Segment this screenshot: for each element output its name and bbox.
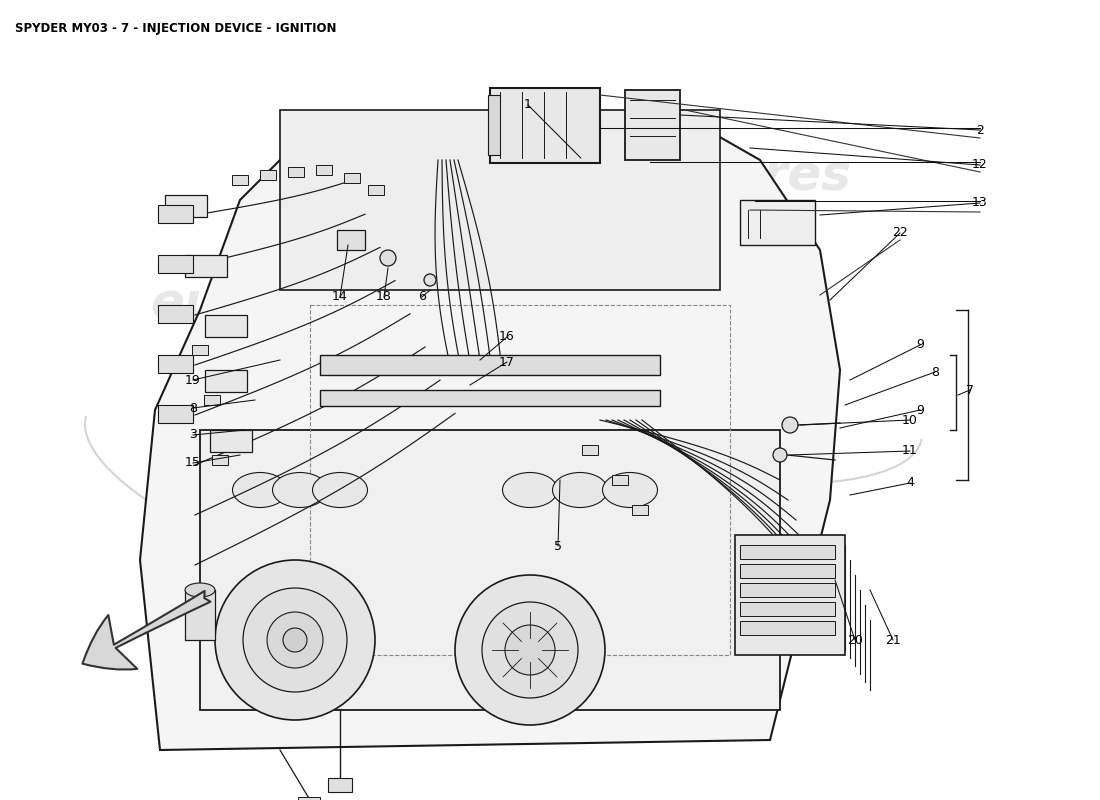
Text: 10: 10 [902,414,917,426]
Text: 8: 8 [931,366,939,378]
Bar [210,430,252,452]
Bar [490,88,600,163]
Text: 19: 19 [185,374,201,386]
Circle shape [379,250,396,266]
Bar [320,355,660,375]
Ellipse shape [273,473,328,507]
Bar [158,355,192,373]
Bar [310,305,730,655]
Bar [280,110,720,290]
Text: 22: 22 [892,226,907,239]
Bar [740,545,835,559]
Bar [740,200,815,245]
Bar [632,505,648,515]
Text: 5: 5 [554,539,562,553]
Bar [740,621,835,635]
Bar [298,797,320,800]
Ellipse shape [312,473,367,507]
Bar [165,195,207,217]
Bar [328,778,352,792]
Bar [205,370,248,392]
Bar [185,255,227,277]
Circle shape [283,628,307,652]
Bar [260,170,276,180]
Circle shape [455,575,605,725]
Ellipse shape [503,473,558,507]
Text: 16: 16 [499,330,515,343]
Bar [192,345,208,355]
Bar [740,583,835,597]
Text: 8: 8 [189,402,197,414]
Text: 1: 1 [524,98,532,111]
Text: 18: 18 [376,290,392,303]
Bar [204,395,220,405]
Text: 9: 9 [916,403,924,417]
Bar [212,455,228,465]
Ellipse shape [603,473,658,507]
Bar [205,315,248,337]
Text: 4: 4 [906,477,914,490]
Text: 21: 21 [886,634,901,646]
Text: 12: 12 [972,158,988,171]
Bar [316,165,332,175]
Bar [625,90,680,160]
Text: 15: 15 [185,457,201,470]
Text: 14: 14 [332,290,348,303]
Bar [344,173,360,183]
Text: 6: 6 [418,290,426,303]
Bar [158,255,192,273]
Bar [158,305,192,323]
Bar [368,185,384,195]
Text: 11: 11 [902,445,917,458]
Circle shape [773,448,786,462]
Circle shape [505,625,556,675]
Text: 13: 13 [972,197,988,210]
Bar [740,602,835,616]
Ellipse shape [552,473,607,507]
Bar [185,590,214,640]
Text: 17: 17 [499,355,515,369]
Text: 9: 9 [916,338,924,351]
Circle shape [243,588,346,692]
Bar [740,564,835,578]
Bar [488,95,501,155]
Bar [158,405,192,423]
Ellipse shape [232,473,287,507]
Bar [735,535,845,655]
Circle shape [482,602,578,698]
Text: SPYDER MY03 - 7 - INJECTION DEVICE - IGNITION: SPYDER MY03 - 7 - INJECTION DEVICE - IGN… [15,22,337,35]
Bar [337,230,365,250]
Text: 3: 3 [189,429,197,442]
Circle shape [267,612,323,668]
Text: 20: 20 [847,634,862,646]
Text: 7: 7 [966,383,974,397]
Bar [232,175,248,185]
Circle shape [214,560,375,720]
Bar [200,430,780,710]
Bar [158,205,192,223]
Bar [612,475,628,485]
Text: eurospares: eurospares [150,280,466,328]
Circle shape [782,417,797,433]
Bar [320,390,660,406]
Circle shape [424,274,436,286]
Text: eurospares: eurospares [535,152,851,200]
Ellipse shape [185,583,214,597]
Polygon shape [140,120,840,750]
Bar [288,167,304,177]
Text: 2: 2 [976,123,983,137]
Bar [582,445,598,455]
